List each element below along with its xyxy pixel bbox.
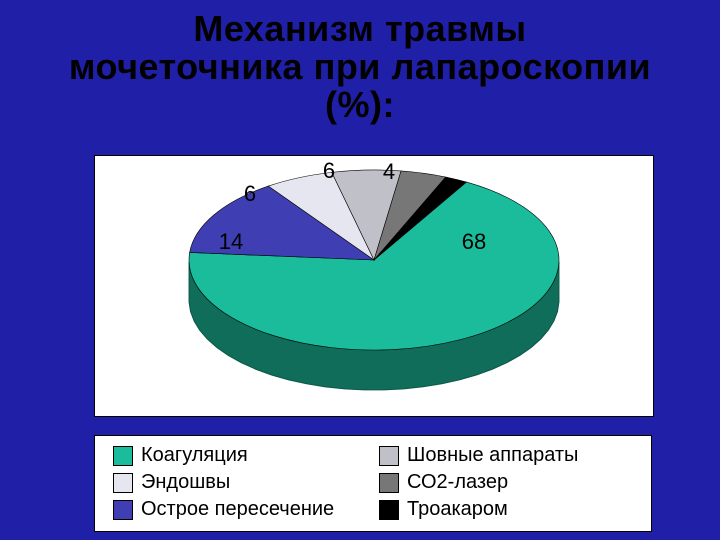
pie-slice-label: 6 <box>244 181 256 207</box>
legend-item: Острое пересечение <box>113 498 367 521</box>
chart-title: Механизм травмы мочеточника при лапароск… <box>0 0 720 123</box>
pie-slice-label: 68 <box>462 229 486 255</box>
title-line-3: (%): <box>325 84 395 125</box>
legend-swatch <box>379 500 399 520</box>
pie-chart: 6814664 <box>164 165 584 375</box>
legend-item: СО2-лазер <box>379 471 633 494</box>
pie-slice-label: 6 <box>323 158 335 184</box>
legend-label: Острое пересечение <box>141 498 334 521</box>
chart-plot-area: 6814664 <box>94 155 654 417</box>
legend-swatch <box>379 446 399 466</box>
legend-swatch <box>379 473 399 493</box>
legend-label: Троакаром <box>407 498 508 521</box>
legend-label: Эндошвы <box>141 471 230 494</box>
pie-slice-label: 4 <box>383 159 395 185</box>
legend-swatch <box>113 446 133 466</box>
legend-label: Шовные аппараты <box>407 444 578 467</box>
legend-label: СО2-лазер <box>407 471 508 494</box>
pie-slice-label: 14 <box>219 229 243 255</box>
legend-label: Коагуляция <box>141 444 248 467</box>
legend-item: Эндошвы <box>113 471 367 494</box>
legend-item: Троакаром <box>379 498 633 521</box>
title-line-2: мочеточника при лапароскопии <box>69 46 651 87</box>
title-line-1: Механизм травмы <box>193 8 526 49</box>
legend-swatch <box>113 500 133 520</box>
legend-item: Коагуляция <box>113 444 367 467</box>
pie-svg <box>164 165 584 425</box>
legend: Коагуляция Шовные аппараты Эндошвы СО2-лазе… <box>94 435 652 532</box>
legend-item: Шовные аппараты <box>379 444 633 467</box>
legend-swatch <box>113 473 133 493</box>
